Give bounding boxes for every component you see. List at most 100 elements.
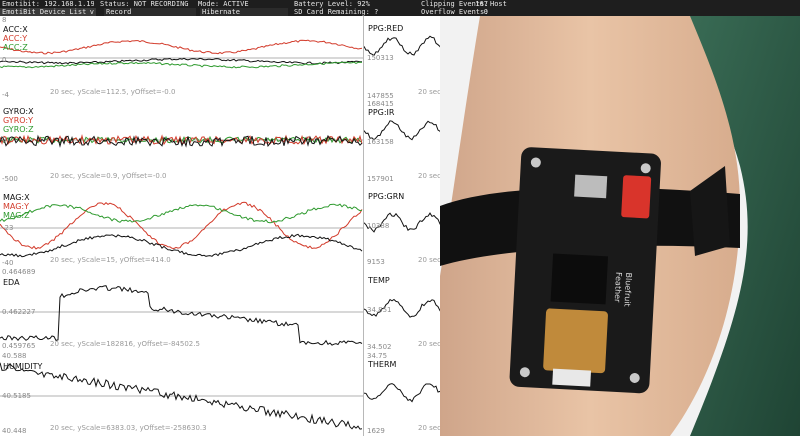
strap-end [690, 166, 730, 256]
mount-hole [629, 372, 640, 383]
board-red-component [621, 175, 652, 219]
ppg-red-plot: PPG:RED 150313 147855 20 sec, ySca [364, 16, 462, 101]
acc-plot-area [0, 39, 363, 69]
eda-tick-max: 0.464689 [2, 268, 36, 276]
humidity-tick-min: 40.448 [2, 427, 27, 435]
gyro-z-label: GYRO:Z [3, 125, 34, 134]
right-trace-3 [364, 298, 444, 318]
eda-trace [0, 285, 363, 346]
acc-tick-min: -4 [2, 91, 9, 99]
ppg-red-label: PPG:RED [368, 24, 404, 33]
hibernate-button[interactable]: Hibernate [200, 8, 288, 16]
eda-plot-area [0, 285, 363, 346]
humidity-label: HUMIDITY [3, 362, 43, 371]
record-button[interactable]: Record [104, 8, 196, 16]
clipping-events-value: 167 [475, 0, 488, 8]
acc-footer: 20 sec, yScale=112.5, yOffset=-0.0 [50, 88, 176, 96]
acc-plot: ACC:X ACC:Y ACC:Z 8 0 -4 20 sec, yScale=… [0, 16, 363, 101]
mag-tick-min: -40 [2, 259, 14, 267]
gyro-footer: 20 sec, yScale=0.9, yOffset=-0.0 [50, 172, 167, 180]
humidity-plot: HUMIDITY 40.588 40.5185 40.448 20 sec, y… [0, 352, 363, 436]
recording-status: Status: NOT RECORDING [100, 0, 189, 8]
mount-hole [640, 163, 651, 174]
acc-z-label: ACC:Z [3, 43, 28, 52]
eda-footer: 20 sec, yScale=182816, yOffset=-84502.5 [50, 340, 200, 348]
clipping-events-label: Clipping Events: [421, 0, 489, 8]
acc-tick-mid: 0 [2, 56, 7, 64]
gyro-y-trace [0, 134, 363, 146]
ppg-ir-plot: 168415 PPG:IR 163158 157901 20 sec, ySca [364, 100, 462, 185]
therm-label: THERM [368, 360, 397, 369]
humidity-footer: 20 sec, yScale=6383.03, yOffset=-258630.… [50, 424, 207, 432]
humidity-tick-mid: 40.5185 [2, 392, 31, 400]
panel-divider [363, 16, 364, 436]
temp-label: TEMP [368, 276, 390, 285]
ppg-ir-plot-area [364, 120, 444, 141]
usb-port [574, 174, 608, 199]
chip [550, 253, 609, 305]
ppg-red-tick-mid: 150313 [367, 54, 394, 62]
ppg-ir-tick-min: 157901 [367, 175, 394, 183]
device-list-label: EmotiBit Device List [2, 8, 87, 16]
gyro-x-label: GYRO:X [3, 107, 34, 116]
mag-plot-area [0, 201, 363, 258]
acc-z-trace [0, 61, 363, 69]
mag-z-trace [0, 203, 363, 224]
bluetooth-module [543, 308, 608, 374]
mount-hole [519, 367, 530, 378]
device-list-dropdown[interactable]: EmotiBit Device List v [0, 8, 96, 16]
mag-x-label: MAG:X [3, 193, 30, 202]
arm-sensor-illustration: Feather Bluefruit [440, 16, 800, 436]
board-label-bluefruit: Bluefruit [622, 272, 633, 307]
humidity-tick-max: 40.588 [2, 352, 27, 360]
connector [552, 368, 592, 387]
acc-y-label: ACC:Y [3, 34, 28, 43]
eda-label: EDA [3, 278, 20, 287]
humidity-plot-area [0, 362, 363, 430]
ppg-grn-label: PPG:GRN [368, 192, 405, 201]
host-label: Host [490, 0, 507, 8]
eda-tick-min: 0.459765 [2, 342, 36, 350]
fabric [670, 16, 800, 436]
mag-y-trace [0, 201, 363, 250]
right-trace-0 [364, 35, 444, 57]
board-label-feather: Feather [613, 272, 624, 304]
mag-x-trace [0, 233, 363, 258]
acc-y-trace [0, 39, 363, 55]
ppg-red-plot-area [364, 35, 444, 57]
battery-level: Battery Level: 92% [294, 0, 370, 8]
status-bar: Emotibit: 192.168.1.190 Status: NOT RECO… [0, 0, 800, 16]
therm-tick-min: 1629 [367, 427, 385, 435]
therm-tick-max: 34.75 [367, 352, 388, 360]
ppg-grn-tick-min: 9153 [367, 258, 385, 266]
gyro-y-label: GYRO:Y [3, 116, 33, 125]
ppg-ir-tick-max: 168415 [367, 100, 394, 108]
eda-plot: EDA 0.464689 0.462227 0.459765 20 sec, y… [0, 268, 363, 353]
therm-plot-area [364, 383, 444, 403]
gyro-tick-mid: 0 [2, 136, 7, 144]
right-trace-2 [364, 212, 444, 233]
ppg-grn-plot: PPG:GRN 10388 9153 20 sec, ySca [364, 184, 462, 269]
ppg-ir-tick-mid: 163158 [367, 138, 394, 146]
mag-z-label: MAG:Z [3, 211, 30, 220]
acc-tick-max: 8 [2, 16, 7, 24]
right-trace-1 [364, 120, 444, 141]
gyro-tick-min: -500 [2, 175, 18, 183]
overflow-events-label: Overflow Events: [421, 8, 489, 16]
ppg-red-tick-min: 147855 [367, 92, 394, 100]
mount-hole [530, 157, 541, 168]
mag-footer: 20 sec, yScale=15, yOffset=414.0 [50, 256, 171, 264]
right-trace-4 [364, 383, 444, 403]
device-photo: Feather Bluefruit [440, 16, 800, 436]
humidity-trace [0, 362, 363, 430]
ppg-grn-tick-mid: 10388 [367, 222, 390, 230]
mag-plot: MAG:X MAG:Y MAG:Z -23 -40 20 sec, yScale… [0, 184, 363, 269]
therm-plot: THERM 34.75 1629 20 sec, ySca [364, 352, 462, 436]
gyro-plot-area [0, 134, 363, 148]
temp-plot-area [364, 298, 444, 318]
eda-tick-mid: 0.462227 [2, 308, 36, 316]
acc-x-trace [0, 57, 362, 65]
acc-x-label: ACC:X [3, 25, 28, 34]
overflow-events-value: 0 [483, 8, 488, 16]
ppg-ir-label: PPG:IR [368, 108, 395, 117]
